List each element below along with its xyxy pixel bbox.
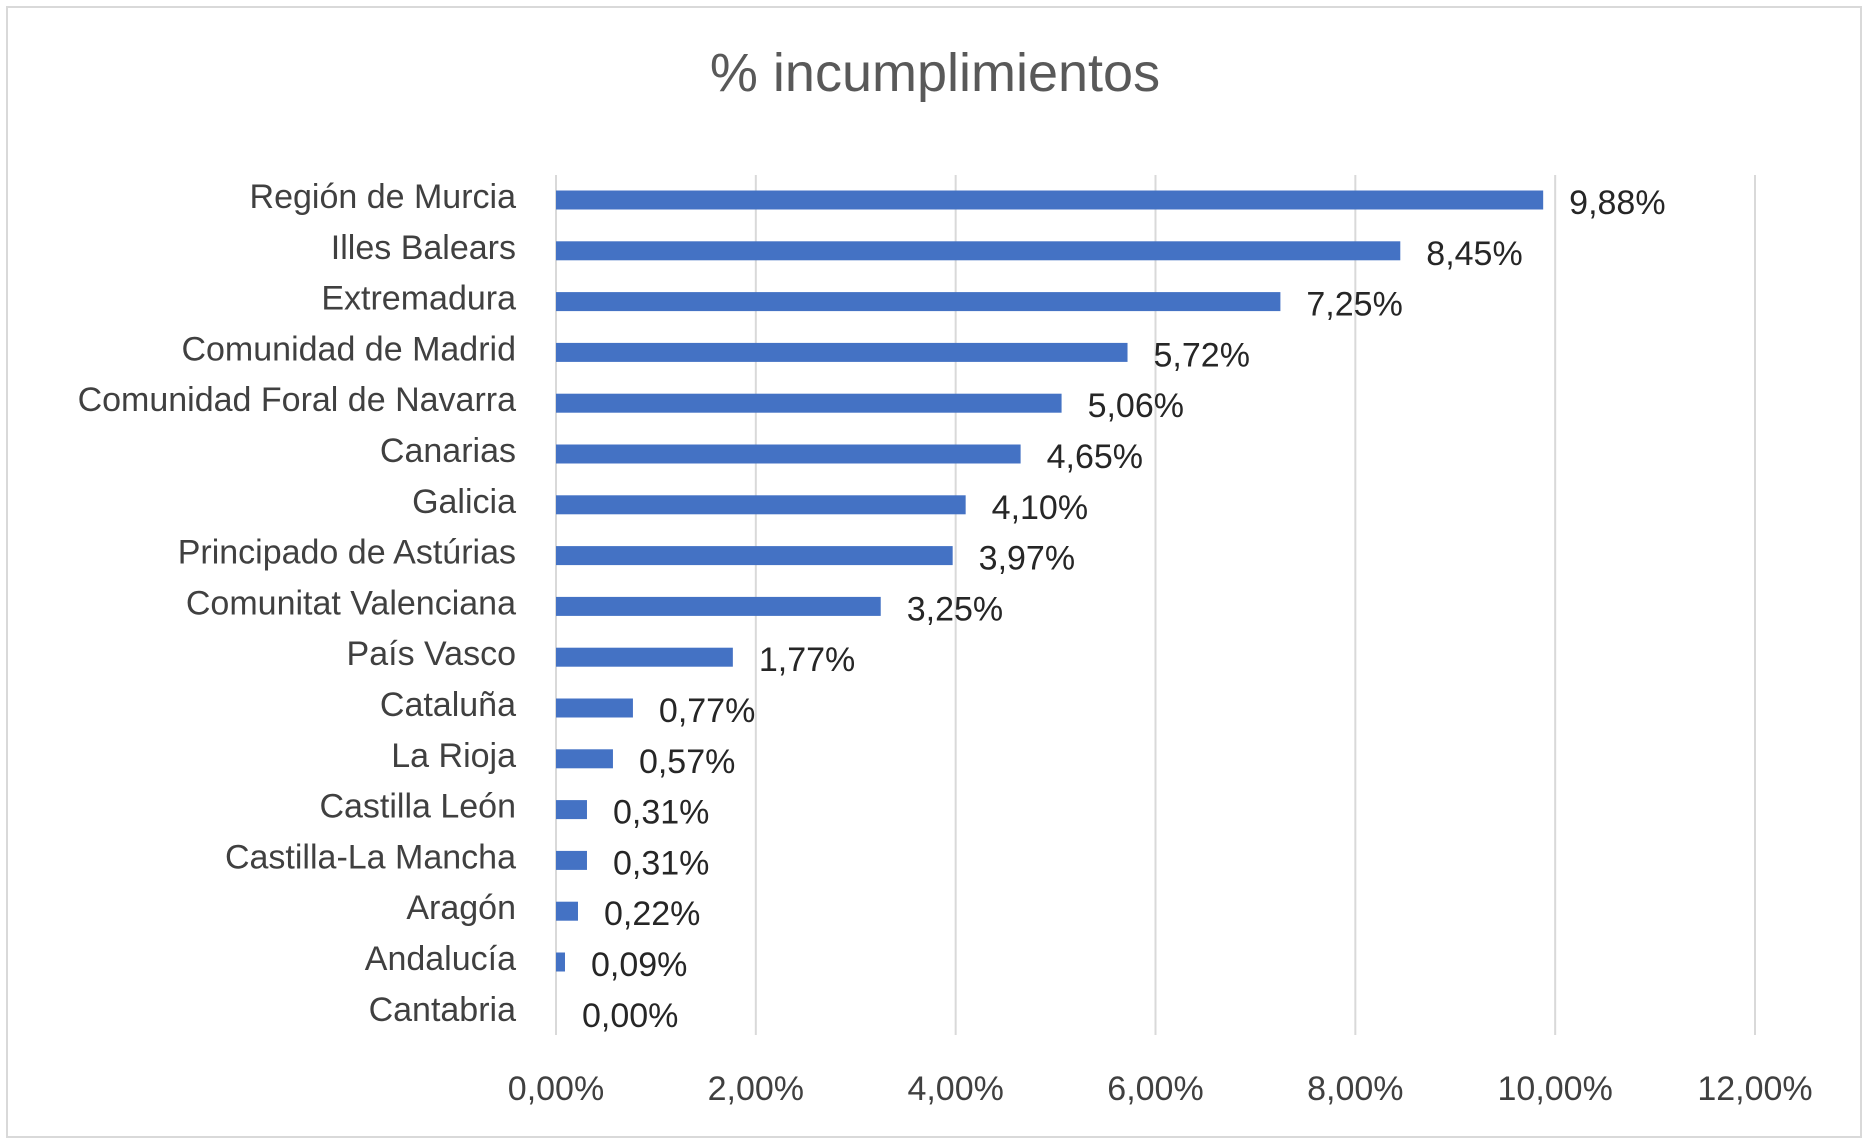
data-labels: 9,88% 8,45% 7,25% 5,72% 5,06% 4,65% 4,10% 3,97%… [582, 184, 1666, 1035]
data-label: 0,77% [659, 692, 755, 730]
bars [556, 190, 1544, 972]
bar [556, 952, 565, 972]
bar [556, 546, 953, 566]
bar [556, 749, 613, 769]
x-tick-label: 10,00% [1498, 1070, 1613, 1108]
bar [556, 800, 587, 820]
category-label: Cataluña [380, 686, 516, 724]
grid-lines [555, 175, 1756, 1035]
bar [556, 596, 881, 616]
category-label: Extremadura [321, 280, 516, 318]
data-label: 8,45% [1426, 235, 1522, 273]
category-label: País Vasco [347, 635, 516, 673]
category-label: Castilla-La Mancha [225, 838, 516, 876]
data-label: 0,22% [604, 895, 700, 933]
x-tick-label: 4,00% [907, 1070, 1003, 1108]
category-label: Comunitat Valenciana [186, 584, 516, 622]
bar [556, 698, 633, 718]
category-label: Illes Balears [331, 229, 516, 267]
category-label: Canarias [380, 432, 516, 470]
category-label: Cantabria [369, 991, 517, 1029]
category-label: Andalucía [365, 940, 516, 978]
data-label: 0,57% [639, 743, 735, 781]
category-label: Comunidad de Madrid [181, 330, 516, 368]
category-label: Galicia [412, 483, 516, 521]
bar [556, 241, 1401, 261]
x-axis-tick-labels: 0,00% 2,00% 4,00% 6,00% 8,00% 10,00% 12,00% [508, 1070, 1813, 1108]
data-label: 3,25% [907, 590, 1003, 628]
x-tick-label: 0,00% [508, 1070, 604, 1108]
x-tick-label: 2,00% [708, 1070, 804, 1108]
data-label: 4,10% [992, 489, 1088, 527]
category-label: La Rioja [391, 737, 516, 775]
data-label: 0,09% [591, 946, 687, 984]
data-label: 4,65% [1047, 438, 1143, 476]
data-label: 7,25% [1306, 286, 1402, 324]
data-label: 0,31% [613, 844, 709, 882]
bar [556, 342, 1128, 362]
category-labels: Región de Murcia Illes Balears Extremadura… [78, 178, 517, 1029]
category-label: Comunidad Foral de Navarra [78, 381, 517, 419]
category-label: Aragón [406, 889, 516, 927]
x-tick-label: 12,00% [1697, 1070, 1812, 1108]
bar [556, 901, 578, 921]
bar [556, 292, 1281, 312]
bar [556, 444, 1021, 464]
data-label: 3,97% [979, 540, 1075, 578]
category-label: Principado de Astúrias [178, 534, 516, 572]
data-label: 5,72% [1154, 336, 1250, 374]
data-label: 0,31% [613, 794, 709, 832]
bar [556, 850, 587, 870]
chart-title: % incumplimientos [709, 43, 1161, 103]
data-label: 0,00% [582, 997, 678, 1035]
x-tick-label: 6,00% [1107, 1070, 1203, 1108]
x-tick-label: 8,00% [1307, 1070, 1403, 1108]
bar [556, 393, 1062, 413]
data-label: 5,06% [1088, 387, 1184, 425]
category-label: Región de Murcia [250, 178, 517, 216]
data-label: 1,77% [759, 641, 855, 679]
bar [556, 190, 1544, 210]
bar [556, 647, 733, 667]
bar [556, 495, 966, 515]
category-label: Castilla León [319, 788, 516, 826]
data-label: 9,88% [1569, 184, 1665, 222]
